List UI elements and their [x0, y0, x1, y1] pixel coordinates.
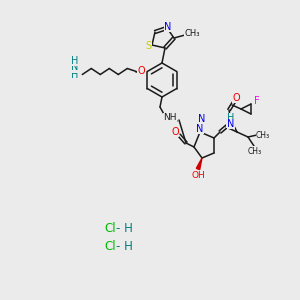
- Text: N: N: [227, 119, 235, 129]
- Text: O: O: [232, 93, 240, 103]
- Text: N: N: [70, 62, 78, 73]
- Polygon shape: [196, 158, 202, 169]
- Text: - H: - H: [116, 221, 132, 235]
- Text: N: N: [196, 124, 204, 134]
- Text: CH₃: CH₃: [184, 29, 200, 38]
- Text: H: H: [227, 113, 235, 123]
- Text: - H: - H: [116, 241, 132, 254]
- Text: H: H: [70, 70, 78, 80]
- Text: Cl: Cl: [104, 221, 116, 235]
- Text: Cl: Cl: [104, 241, 116, 254]
- Text: F: F: [254, 96, 260, 106]
- Text: H: H: [70, 56, 78, 65]
- Text: N: N: [164, 22, 172, 32]
- Text: S: S: [145, 41, 151, 51]
- Text: O: O: [226, 118, 234, 128]
- Text: N: N: [198, 114, 206, 124]
- Text: O: O: [137, 65, 145, 76]
- Text: CH₃: CH₃: [256, 130, 270, 140]
- Text: NH: NH: [163, 113, 177, 122]
- Text: OH: OH: [191, 172, 205, 181]
- Text: CH₃: CH₃: [248, 146, 262, 155]
- Text: O: O: [171, 127, 179, 137]
